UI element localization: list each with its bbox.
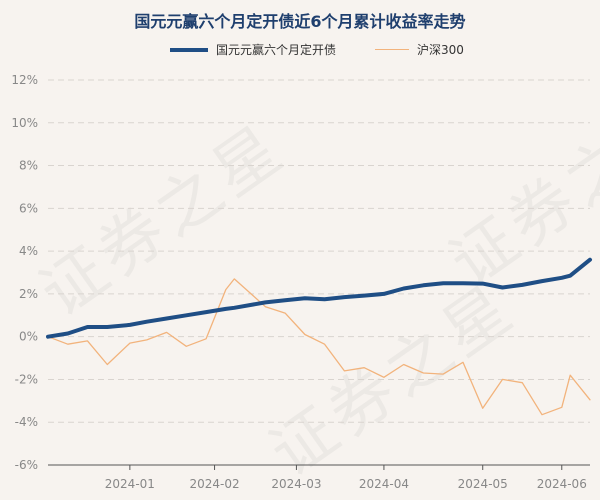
legend-item-csi300[interactable]: 沪深300 [375,41,464,58]
y-tick-label: 4% [19,244,38,258]
series-line-fund [46,257,592,339]
y-tick-label: 2% [19,287,38,301]
y-tick-label: 8% [19,159,38,173]
legend: 国元元赢六个月定开债 沪深300 [0,41,600,61]
x-tick-label: 2024-03 [271,477,321,491]
x-tick-label: 2024-02 [189,477,239,491]
legend-label-fund: 国元元赢六个月定开债 [216,43,337,57]
legend-swatch-csi300 [375,49,409,50]
legend-swatch-fund [170,47,208,52]
y-tick-label: -6% [15,458,38,472]
x-tick-label: 2024-05 [458,477,508,491]
y-tick-label: 10% [11,116,38,130]
series-line-csi300 [47,278,591,416]
x-tick-label: 2024-01 [105,477,155,491]
x-tick-label: 2024-04 [359,477,409,491]
y-tick-label: 12% [11,73,38,87]
y-tick-label: -4% [15,415,38,429]
x-tick-label: 2024-06 [537,477,587,491]
y-tick-label: 0% [19,330,38,344]
chart-title: 国元元赢六个月定开债近6个月累计收益率走势 [134,12,466,31]
y-tick-label: 6% [19,201,38,215]
legend-label-csi300: 沪深300 [417,43,464,57]
legend-item-fund[interactable]: 国元元赢六个月定开债 [170,41,336,58]
y-tick-label: -2% [15,372,38,386]
